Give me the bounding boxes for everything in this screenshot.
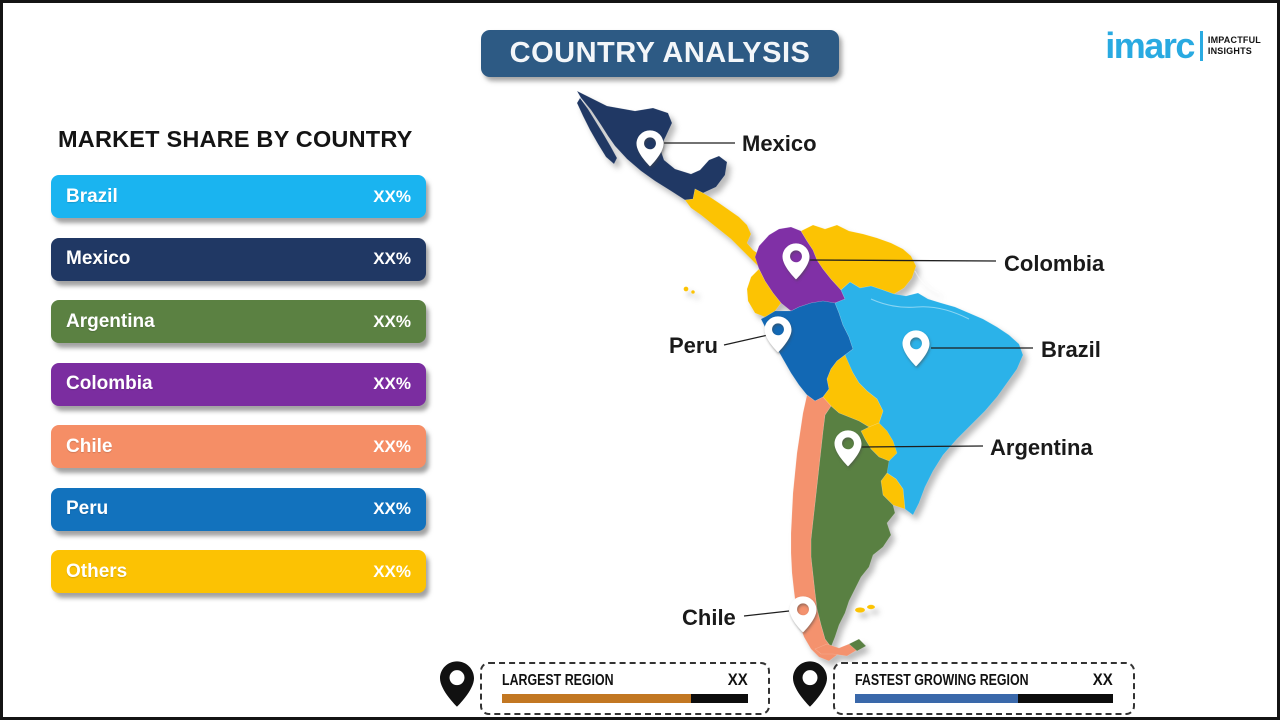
bar-value: XX% bbox=[373, 311, 411, 331]
bar-label: Mexico bbox=[66, 248, 131, 269]
pin-chile-icon bbox=[789, 596, 817, 633]
river-line bbox=[914, 270, 940, 294]
imarc-logo: imarc IMPACTFUL INSIGHTS bbox=[1105, 24, 1261, 66]
map-region-uruguay bbox=[880, 472, 906, 510]
fastest-growing-region-pin-icon bbox=[793, 661, 827, 707]
largest-region-pin-icon bbox=[440, 661, 474, 707]
bar-value: XX% bbox=[373, 499, 411, 518]
bar-segment-rest bbox=[691, 694, 748, 703]
bar-label: Others bbox=[66, 560, 128, 582]
market-share-heading: MARKET SHARE BY COUNTRY bbox=[58, 126, 413, 152]
map-label-colombia: Colombia bbox=[1004, 251, 1105, 276]
bar-value: XX% bbox=[373, 186, 411, 206]
bar-argentina: Argentina XX% bbox=[51, 300, 426, 343]
bar-label: Peru bbox=[66, 498, 109, 519]
bar-segment-rest bbox=[1017, 694, 1113, 703]
bar-segment-primary bbox=[855, 694, 1018, 703]
market-share-list: Brazil XX% Mexico XX% Argentina XX% Colo… bbox=[51, 175, 426, 613]
fastest-growing-region-label: FASTEST GROWING REGION bbox=[855, 672, 1029, 689]
map-region-peru bbox=[760, 300, 854, 402]
map-region-ecuador bbox=[746, 268, 782, 318]
map-region-bolivia bbox=[822, 354, 884, 428]
bar-value: XX% bbox=[373, 249, 411, 268]
map-region-falkland-islands bbox=[866, 604, 876, 610]
map-region-mexico bbox=[576, 90, 728, 201]
logo-divider bbox=[1199, 31, 1203, 61]
connector-peru bbox=[723, 334, 769, 346]
bar-label: Colombia bbox=[66, 373, 153, 394]
map-region-brazil bbox=[834, 281, 1024, 516]
map-region-argentina bbox=[810, 405, 896, 648]
bar-peru: Peru XX% bbox=[51, 487, 426, 531]
bar-segment-primary bbox=[502, 694, 692, 703]
bar-others: Others XX% bbox=[51, 550, 426, 593]
map-region-colombia bbox=[754, 226, 846, 312]
fastest-growing-region-value: XX bbox=[1093, 670, 1113, 689]
logo-tagline: IMPACTFUL INSIGHTS bbox=[1207, 35, 1261, 56]
pin-argentina-icon bbox=[834, 430, 862, 467]
amazon-river-line bbox=[870, 298, 970, 320]
largest-region-bar bbox=[502, 694, 748, 703]
map-label-chile: Chile bbox=[682, 605, 736, 630]
pin-brazil-icon bbox=[902, 330, 930, 367]
bar-label: Argentina bbox=[66, 310, 155, 332]
connector-colombia bbox=[809, 259, 997, 262]
legend: LARGEST REGION XX FASTEST GROWING REGION… bbox=[3, 655, 1280, 717]
map-region-galapagos bbox=[690, 289, 696, 295]
map-region-tierra-del-fuego-argentina bbox=[848, 638, 867, 652]
bar-value: XX% bbox=[373, 561, 411, 581]
bar-mexico: Mexico XX% bbox=[51, 237, 426, 281]
pin-peru-icon bbox=[764, 316, 792, 353]
bar-chile: Chile XX% bbox=[51, 425, 426, 468]
bar-label: Brazil bbox=[66, 185, 118, 207]
pin-mexico-icon bbox=[636, 130, 664, 167]
map-region-chile bbox=[790, 394, 838, 662]
bar-brazil: Brazil XX% bbox=[51, 175, 426, 218]
connector-chile bbox=[743, 610, 790, 617]
imarc-logo-text: imarc bbox=[1105, 24, 1195, 66]
bar-value: XX% bbox=[373, 374, 411, 393]
map-label-argentina: Argentina bbox=[990, 435, 1093, 460]
largest-region-box: LARGEST REGION XX bbox=[480, 662, 770, 715]
map-region-galapagos bbox=[683, 286, 689, 292]
page-title: COUNTRY ANALYSIS bbox=[481, 30, 839, 77]
connector-argentina bbox=[861, 445, 984, 448]
map-label-mexico: Mexico bbox=[742, 131, 817, 156]
map-region-venezuela-guyanas bbox=[800, 224, 917, 295]
map-region-baja-california bbox=[576, 97, 618, 165]
map-label-brazil: Brazil bbox=[1041, 337, 1101, 362]
map-region-central-america bbox=[684, 188, 780, 270]
largest-region-label: LARGEST REGION bbox=[502, 672, 614, 689]
map-label-peru: Peru bbox=[669, 333, 718, 358]
map-region-paraguay bbox=[860, 422, 898, 462]
pin-colombia-icon bbox=[782, 243, 810, 280]
map-region-falkland-islands bbox=[854, 607, 866, 613]
bar-value: XX% bbox=[373, 436, 411, 456]
bar-label: Chile bbox=[66, 435, 113, 457]
bar-colombia: Colombia XX% bbox=[51, 362, 426, 406]
largest-region-value: XX bbox=[728, 670, 748, 689]
fastest-growing-region-box: FASTEST GROWING REGION XX bbox=[833, 662, 1135, 715]
fastest-growing-region-bar bbox=[855, 694, 1113, 703]
